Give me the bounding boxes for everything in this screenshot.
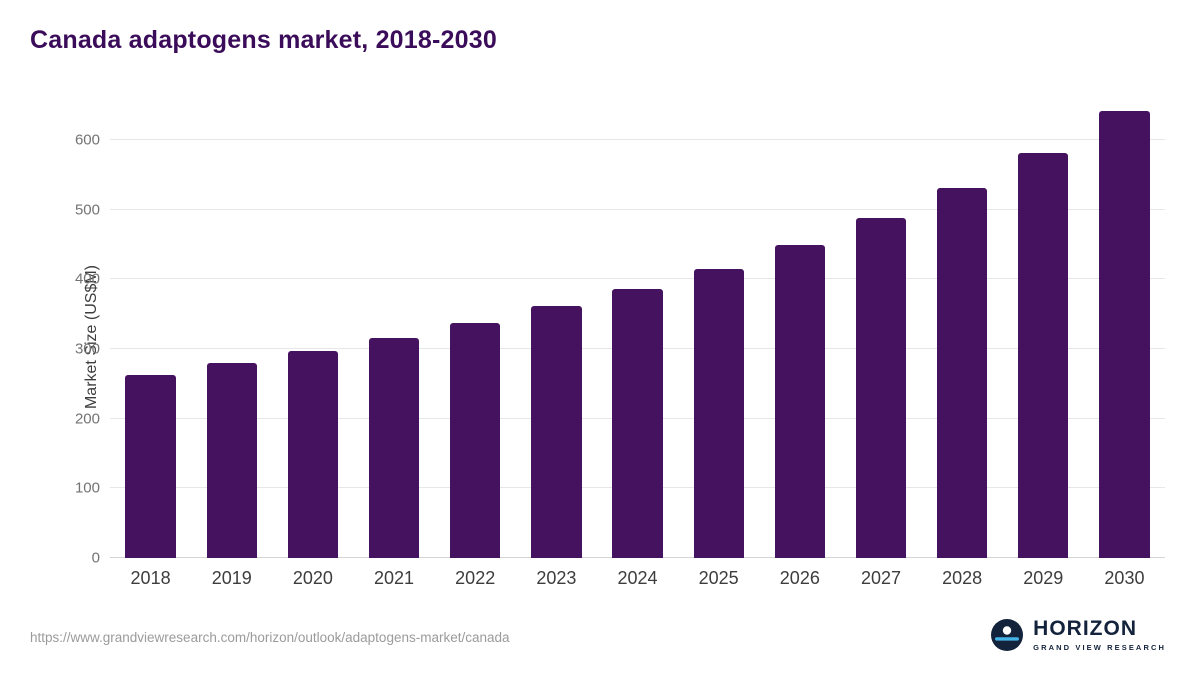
ytick-label-500: 500 — [74, 201, 100, 219]
horizon-circle-icon — [991, 619, 1024, 651]
x-label-2022: 2022 — [455, 568, 496, 588]
brand-logo: HORIZON GRAND VIEW RESEARCH — [990, 618, 1166, 652]
ytick-label-600: 600 — [74, 131, 100, 149]
x-label-2019: 2019 — [211, 568, 252, 588]
x-label-2028: 2028 — [942, 568, 983, 588]
gridline-600 — [110, 138, 1165, 140]
bar-slot-2020 — [272, 98, 353, 558]
bar-slot-2019 — [191, 98, 272, 558]
ytick-label-400: 400 — [74, 270, 100, 288]
bar-slot-2018 — [110, 98, 191, 558]
bar-slot-2030 — [1084, 98, 1165, 558]
x-label-2029: 2029 — [1023, 568, 1064, 588]
bars-row — [110, 98, 1165, 558]
ytick-label-100: 100 — [74, 479, 100, 497]
ytick-label-0: 0 — [91, 549, 100, 567]
x-label-2023: 2023 — [536, 568, 577, 588]
logo-text: HORIZON GRAND VIEW RESEARCH — [1033, 617, 1166, 652]
bar-slot-2027 — [840, 98, 921, 558]
bar-2025 — [693, 268, 744, 558]
logo-name: HORIZON — [1033, 617, 1137, 641]
bar-slot-2028 — [922, 98, 1003, 558]
x-label-2027: 2027 — [860, 568, 901, 588]
bar-slot-2023 — [516, 98, 597, 558]
bar-slot-2024 — [597, 98, 678, 558]
bar-2020 — [287, 351, 339, 558]
bar-2018 — [125, 374, 176, 558]
bar-slot-2022 — [435, 98, 516, 558]
bar-slot-2026 — [759, 98, 840, 558]
bar-2029 — [1018, 153, 1069, 558]
bar-2019 — [206, 362, 257, 558]
bar-2024 — [612, 288, 663, 558]
bar-2028 — [936, 187, 988, 558]
gridline-400 — [110, 278, 1165, 280]
x-label-2030: 2030 — [1104, 568, 1145, 588]
logo-subtitle: GRAND VIEW RESEARCH — [1033, 642, 1166, 652]
bar-2023 — [531, 306, 582, 558]
plot-area: 0 100 200 300 400 500 600 — [75, 98, 1165, 567]
gridline-500 — [110, 208, 1165, 210]
x-label-2018: 2018 — [130, 568, 171, 588]
bar-2030 — [1099, 111, 1150, 558]
bar-slot-2021 — [353, 98, 434, 558]
bar-2027 — [855, 217, 907, 558]
chart-title: Canada adaptogens market, 2018-2030 — [30, 26, 497, 54]
x-label-2020: 2020 — [292, 568, 333, 588]
bar-2026 — [774, 245, 825, 558]
x-axis-labels: 2018 2019 2020 2021 2022 2023 2024 2025 2026 2027… — [110, 568, 1165, 589]
source-url: https://www.grandviewresearch.com/horizo… — [30, 630, 510, 645]
x-label-2024: 2024 — [617, 568, 658, 588]
ytick-label-300: 300 — [74, 340, 100, 358]
x-label-2021: 2021 — [374, 568, 415, 588]
bar-slot-2025 — [678, 98, 759, 558]
ytick-label-200: 200 — [74, 410, 100, 428]
bar-slot-2029 — [1003, 98, 1084, 558]
x-label-2025: 2025 — [698, 568, 739, 588]
chart-area: Market Size (US$M) 0 100 200 300 400 500 600 2… — [30, 98, 1170, 594]
bar-2021 — [368, 337, 420, 558]
x-label-2026: 2026 — [779, 568, 820, 588]
bar-2022 — [450, 323, 501, 558]
